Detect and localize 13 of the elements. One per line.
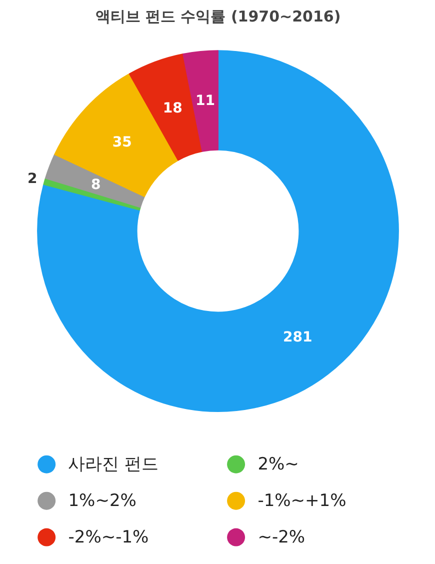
legend-label: 사라진 펀드 [68, 454, 159, 474]
data-label: 281 [283, 329, 312, 346]
chart-title: 액티브 펀드 수익률 (1970~2016) [95, 8, 341, 26]
data-label: 18 [162, 100, 182, 117]
legend-label: ~-2% [258, 527, 306, 548]
legend-label: -2%~-1% [68, 527, 149, 548]
legend-label: 2%~ [258, 454, 299, 474]
legend-label: -1%~+1% [258, 490, 346, 511]
data-label: 11 [196, 92, 216, 109]
data-label: 2 [28, 170, 38, 187]
data-label: 35 [112, 134, 132, 151]
data-label: 8 [91, 177, 101, 194]
legend-label: 1%~2% [68, 490, 136, 511]
